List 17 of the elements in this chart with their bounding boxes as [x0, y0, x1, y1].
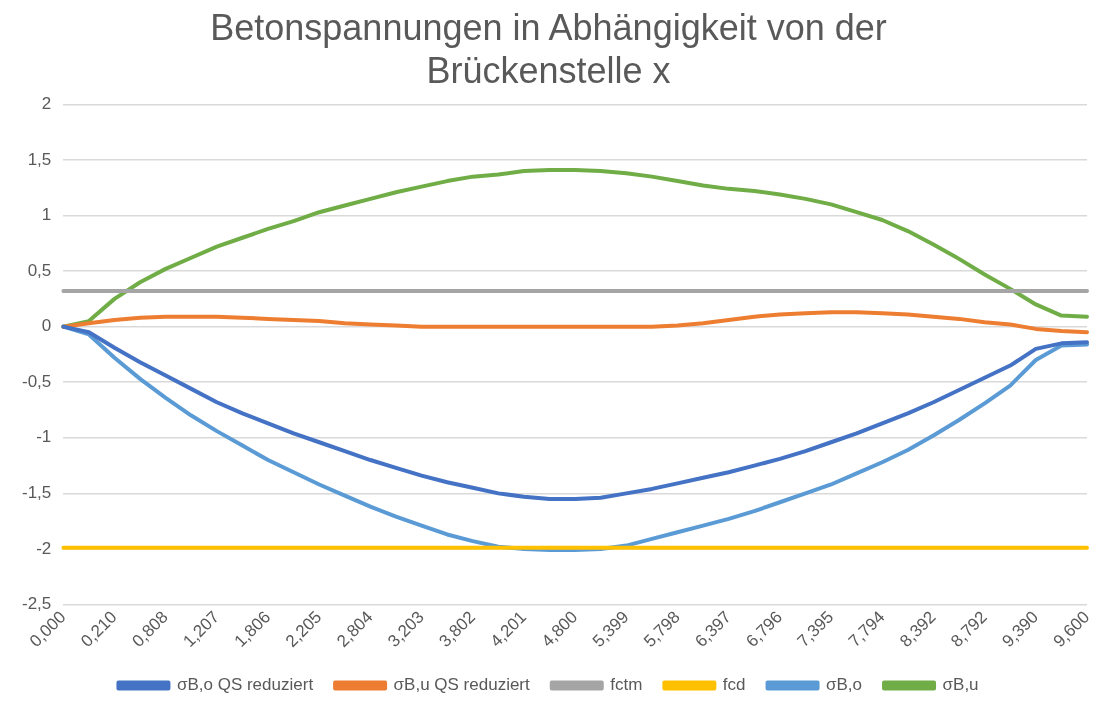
y-tick-label: -1	[36, 427, 52, 447]
y-tick-label: -1,5	[22, 483, 52, 503]
legend-label: σB,u	[942, 675, 979, 695]
y-tick-label: -0,5	[22, 371, 52, 391]
y-tick-label: 1,5	[27, 149, 52, 169]
legend-label: σB,o QS reduziert	[176, 675, 314, 695]
y-tick-label: 0	[41, 316, 52, 336]
y-tick-label: 1	[41, 205, 52, 225]
y-tick-label: 0,5	[27, 260, 52, 280]
legend-label: σB,o	[826, 675, 863, 695]
legend-label: fcd	[722, 675, 746, 695]
y-tick-label: 2	[41, 94, 52, 114]
legend-label: σB,u QS reduziert	[393, 675, 531, 695]
y-tick-label: -2,5	[22, 594, 52, 614]
legend-label: fctm	[610, 675, 643, 695]
chart-title: Betonspannungen in Abhängigkeit von der Brückenstelle x	[210, 6, 887, 91]
y-tick-label: -2	[36, 538, 52, 558]
